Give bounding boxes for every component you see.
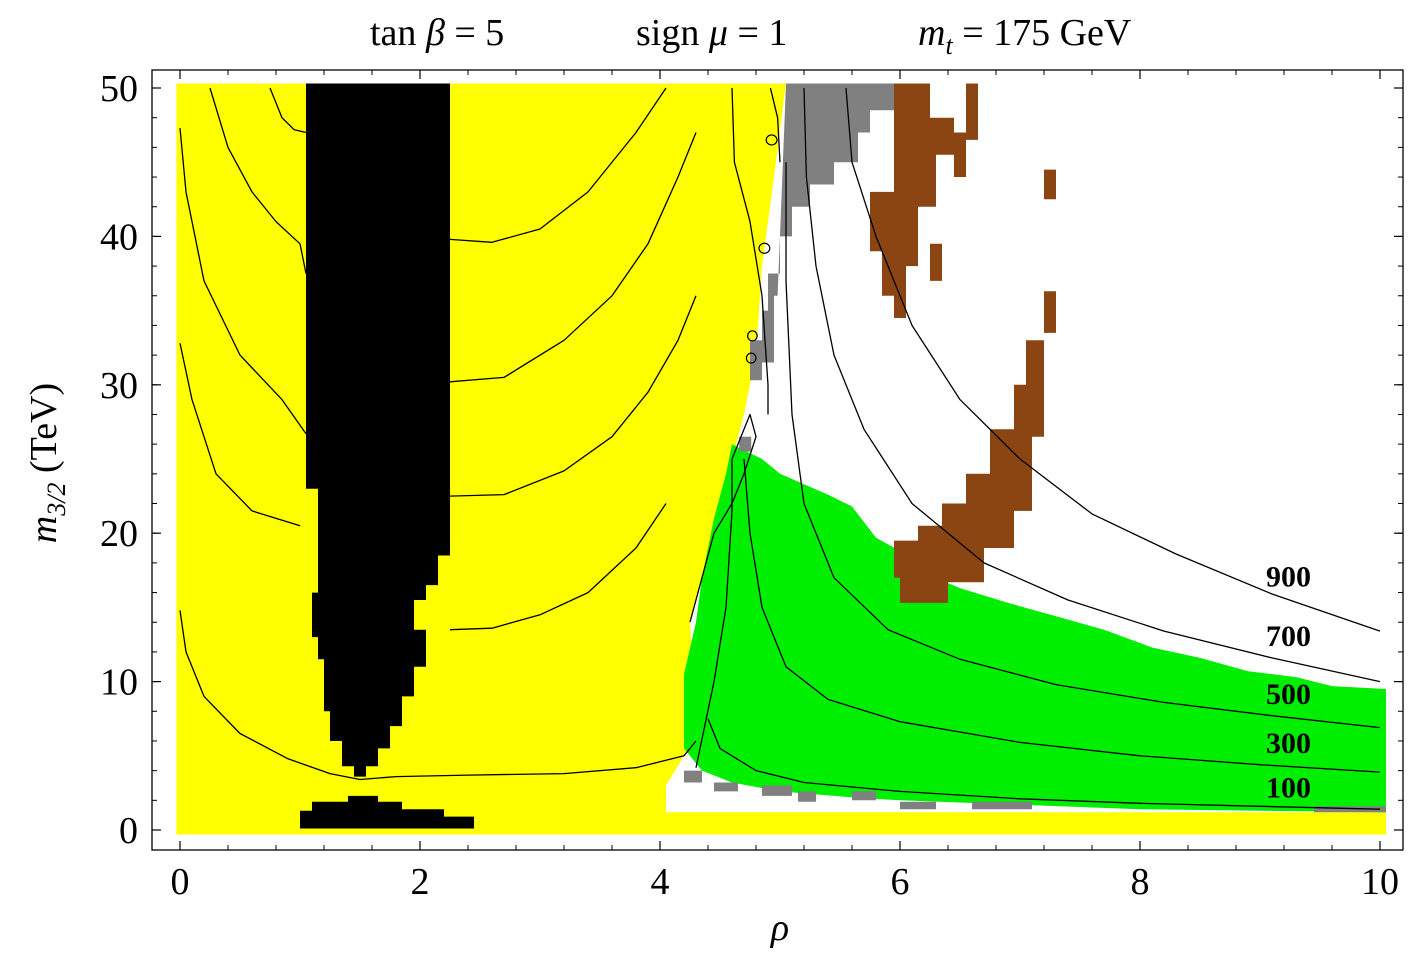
x-tick-label: 4 [651,861,670,903]
contour-line-3 [209,87,307,274]
title-mu-symbol: μ [708,12,728,54]
contour-line-500 [785,162,1381,729]
title-tanb-prefix: tan [370,12,426,54]
chart-title: tan β = 5 [370,12,504,54]
contour-line-100 [707,718,1381,810]
y-tick-label: 40 [100,216,138,258]
brown-region-3 [1044,169,1056,200]
black-region-1 [300,795,474,829]
contour-line-6 [449,295,697,497]
brown-region-1 [954,83,978,177]
brown-region-4 [894,291,1056,603]
contour-line-700 [803,87,1381,683]
contour-label-500: 500 [1266,678,1311,711]
y-tick-label: 10 [100,662,138,704]
yellow-bottom-strip-region-0 [666,812,1386,835]
title-mt-subscript: t [945,31,953,60]
contour-label-700: 700 [1266,620,1311,653]
gray-region-6 [852,791,876,801]
contour-line-2 [179,128,307,435]
x-tick-label: 0 [171,861,190,903]
y-axis-symbol: m [23,516,65,543]
brown-region-0 [870,83,954,318]
y-tick-label: 0 [119,810,138,852]
title-mt-symbol: m [918,12,945,54]
gray-region-3 [714,782,738,792]
contour-line-7 [449,132,697,383]
contour-line-10 [769,87,781,163]
x-tick-label: 8 [1131,861,1150,903]
contour-loop-1 [758,242,771,254]
gray-region-2 [684,770,702,783]
y-axis-subscript: 3/2 [42,483,71,517]
contour-line-4 [269,87,307,134]
contour-line-1 [179,343,301,527]
title-mt-value: = 175 GeV [953,12,1132,54]
gray-region-1 [739,436,752,452]
green-region-0 [684,444,1386,813]
contour-line-900 [845,87,1381,632]
plot-frame [151,69,1404,851]
title-beta-symbol: β [425,12,445,54]
contour-line-5 [449,503,667,631]
gray-region-4 [762,785,792,796]
contour-label-300: 300 [1266,727,1311,760]
contour-line-9 [731,87,769,415]
brown-region-2 [930,243,942,281]
contour-loop-0 [765,134,778,146]
title-tanb-value: = 5 [445,12,504,54]
contour-line-0 [179,610,697,781]
y-tick-label: 50 [100,68,138,110]
gray-region-8 [972,801,1032,810]
y-axis-label: m3/2 (TeV) [23,383,71,543]
contour-loop-2 [747,330,758,342]
contour-line-8 [449,87,667,243]
gray-region-7 [900,801,936,810]
parameter-regions [176,83,1386,835]
y-axis-unit: (TeV) [23,383,65,483]
contour-labels: 900 700 500 300 100 [1266,561,1311,805]
contour-lines [179,87,1381,810]
contour-loop-3 [745,352,757,364]
y-tick-label: 30 [100,365,138,407]
x-axis-label: ρ [770,907,789,949]
x-tick-label: 10 [1361,861,1399,903]
gray-region-0 [750,83,894,381]
x-tick-label: 2 [411,861,430,903]
chart-title-sign: sign μ = 1 [636,12,787,54]
title-sign-value: = 1 [728,12,787,54]
contour-line-300 [743,458,1381,773]
x-tick-label: 6 [891,861,910,903]
contour-label-900: 900 [1266,561,1311,594]
gray-region-5 [798,791,816,802]
contour-line-11 [689,413,757,768]
title-sign-prefix: sign [636,12,709,54]
chart-title-mt: mt = 175 GeV [918,12,1132,60]
y-tick-label: 20 [100,513,138,555]
contour-label-100: 100 [1266,771,1311,804]
black-region-0 [306,83,450,777]
